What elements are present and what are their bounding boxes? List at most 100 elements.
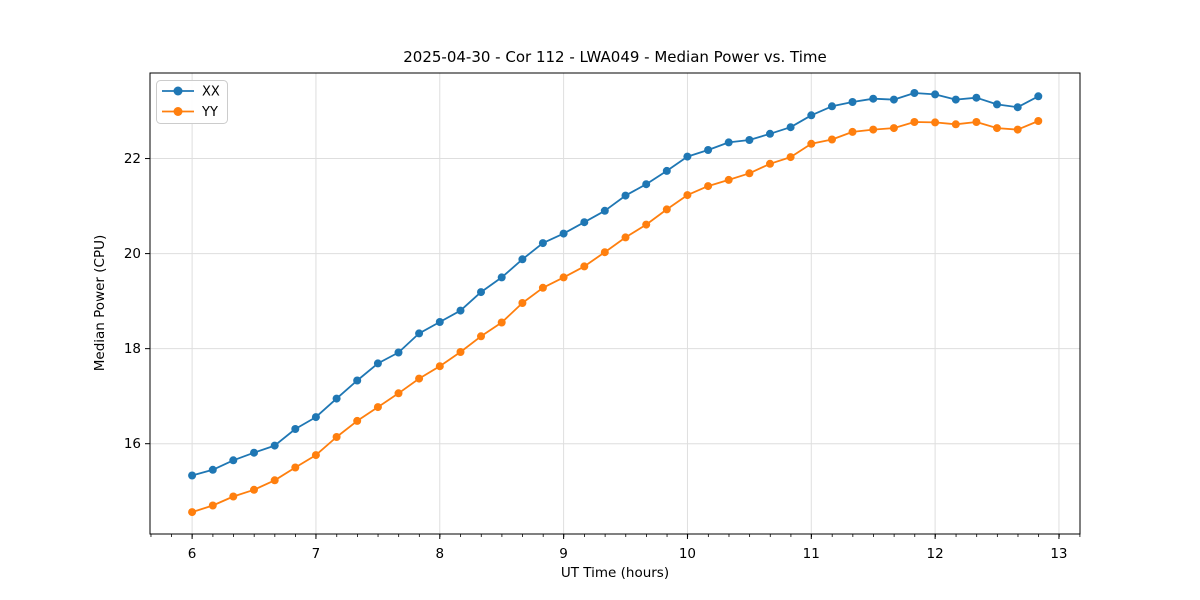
series-xx-marker bbox=[415, 329, 424, 338]
series-yy-marker bbox=[291, 463, 300, 472]
x-tick-label: 6 bbox=[188, 546, 197, 562]
x-tick-label: 8 bbox=[435, 546, 444, 562]
series-yy-marker bbox=[786, 153, 795, 162]
series-yy-marker bbox=[889, 124, 898, 133]
x-tick-label: 9 bbox=[559, 546, 568, 562]
series-yy-marker bbox=[1034, 117, 1043, 125]
series-xx-marker bbox=[229, 456, 238, 465]
series-xx-marker bbox=[745, 136, 754, 144]
series-yy-marker bbox=[600, 248, 609, 257]
series-xx-marker bbox=[332, 394, 341, 403]
series-yy-marker bbox=[745, 169, 754, 178]
series-yy-marker bbox=[704, 182, 713, 191]
series-xx-marker bbox=[311, 413, 320, 422]
legend-label-yy: YY bbox=[201, 105, 218, 120]
series-yy-marker bbox=[910, 118, 919, 126]
series-xx-marker bbox=[848, 98, 857, 106]
series-yy-marker bbox=[621, 233, 630, 242]
series-xx-marker bbox=[786, 123, 795, 132]
legend: XX YY bbox=[156, 80, 228, 124]
series-yy-marker bbox=[1013, 125, 1022, 134]
series-xx-marker bbox=[497, 273, 506, 282]
series-xx-marker bbox=[270, 441, 279, 450]
series-yy-marker bbox=[373, 403, 382, 412]
series-yy-marker bbox=[415, 374, 424, 383]
y-tick-label: 18 bbox=[124, 341, 141, 357]
legend-marker-xx-icon bbox=[173, 86, 183, 96]
y-tick-label: 16 bbox=[124, 436, 141, 452]
x-tick-label: 13 bbox=[1050, 546, 1067, 562]
series-xx-marker bbox=[972, 93, 981, 102]
series-xx-marker bbox=[1013, 103, 1022, 112]
legend-label-xx: XX bbox=[202, 85, 220, 100]
x-tick-label: 11 bbox=[803, 546, 820, 562]
series-layer bbox=[188, 89, 1043, 517]
series-xx-marker bbox=[373, 359, 382, 368]
series-xx-marker bbox=[208, 465, 217, 474]
series-yy-marker bbox=[662, 205, 671, 214]
series-yy-marker bbox=[435, 362, 444, 371]
series-yy-marker bbox=[580, 262, 589, 271]
series-xx-marker bbox=[869, 94, 878, 103]
series-yy-marker bbox=[724, 175, 733, 184]
series-xx-marker bbox=[600, 206, 609, 215]
series-xx-marker bbox=[621, 191, 630, 200]
tick-label-layer: 6 7 8 9 10 11 12 13 16 18 20 22 bbox=[124, 151, 1068, 562]
series-xx-marker bbox=[477, 288, 485, 297]
series-yy-marker bbox=[683, 191, 692, 200]
series-yy-marker bbox=[394, 389, 403, 398]
series-yy-marker bbox=[766, 159, 774, 168]
legend-marker-yy-icon bbox=[173, 107, 183, 116]
series-yy-marker bbox=[270, 476, 279, 485]
series-xx-marker bbox=[456, 306, 465, 315]
x-tick-label: 10 bbox=[679, 546, 696, 562]
series-xx-marker bbox=[662, 166, 671, 175]
series-xx-marker bbox=[807, 111, 816, 120]
grid-layer bbox=[150, 73, 1080, 534]
series-yy-marker bbox=[229, 492, 238, 501]
series-yy-marker bbox=[869, 125, 878, 134]
y-tick-label: 20 bbox=[124, 246, 141, 262]
series-yy-marker bbox=[332, 433, 341, 441]
series-yy-marker bbox=[538, 283, 547, 292]
chart-title: 2025-04-30 - Cor 112 - LWA049 - Median P… bbox=[403, 48, 827, 66]
series-xx-marker bbox=[704, 146, 713, 154]
axes-frame bbox=[149, 72, 1081, 535]
series-yy-marker bbox=[931, 118, 940, 127]
series-yy-marker bbox=[807, 139, 816, 148]
series-xx-marker bbox=[910, 89, 919, 97]
series-xx-marker bbox=[538, 239, 547, 248]
series-yy-marker bbox=[642, 220, 651, 229]
series-xx-marker bbox=[683, 152, 692, 161]
series-xx-marker bbox=[1034, 92, 1043, 101]
series-yy-marker bbox=[353, 416, 362, 425]
series-yy-marker bbox=[497, 318, 506, 327]
series-yy-marker bbox=[848, 127, 857, 136]
series-xx-marker bbox=[889, 95, 898, 104]
series-xx-marker bbox=[518, 255, 527, 264]
series-xx-marker bbox=[188, 471, 197, 480]
series-xx-marker bbox=[435, 318, 444, 326]
series-xx-marker bbox=[993, 100, 1001, 109]
series-xx-marker bbox=[766, 129, 774, 138]
x-tick-label: 12 bbox=[927, 546, 944, 562]
series-xx-marker bbox=[642, 180, 651, 189]
series-yy-marker bbox=[828, 135, 836, 144]
series-yy-marker bbox=[250, 485, 258, 494]
series-xx-marker bbox=[580, 218, 589, 227]
y-axis-label: Median Power (CPU) bbox=[92, 235, 108, 371]
series-yy-marker bbox=[477, 332, 485, 341]
series-xx-marker bbox=[394, 348, 403, 357]
series-xx-marker bbox=[951, 95, 960, 104]
y-tick-label: 22 bbox=[124, 151, 141, 167]
series-yy-marker bbox=[559, 273, 568, 282]
series-xx-marker bbox=[559, 229, 568, 238]
series-xx-marker bbox=[353, 376, 362, 385]
series-xx-marker bbox=[828, 102, 836, 111]
series-yy-marker bbox=[188, 508, 197, 517]
series-yy-marker bbox=[208, 501, 217, 510]
x-tick-label: 7 bbox=[312, 546, 321, 562]
series-xx-marker bbox=[724, 138, 733, 147]
